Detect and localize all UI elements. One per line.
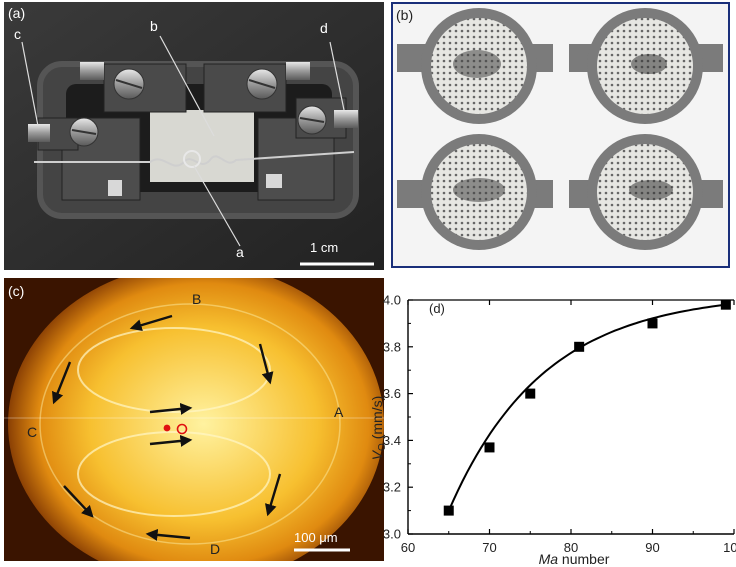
x-axis-label: Ma number (539, 551, 610, 567)
droplet-image-3 (397, 134, 553, 250)
y-axis-label: VO (mm/s) (369, 396, 388, 461)
x-tick-label: 60 (401, 540, 415, 555)
data-point (525, 388, 536, 399)
x-tick-label: 90 (645, 540, 659, 555)
scale-bar-label-a: 1 cm (310, 240, 339, 255)
marker-a: a (236, 244, 244, 260)
velocity-chart: 60 70 80 90 100 3.0 3.2 3.4 3.6 3.8 4.0 (d) Ma num… (369, 293, 736, 567)
panel-d-chart: 60 70 80 90 100 3.0 3.2 3.4 3.6 3.8 4.0 (d) Ma num… (362, 280, 736, 567)
data-point (720, 299, 731, 310)
y-tick-label: 3.2 (383, 480, 401, 495)
x-tick-label: 70 (482, 540, 496, 555)
droplet-image-2 (569, 8, 723, 124)
panel-a-photo: (a) c d b a 1 cm (4, 2, 384, 270)
point-A: A (334, 404, 344, 420)
red-ring (176, 423, 188, 435)
panel-label-a: (a) (8, 5, 26, 21)
y-tick-label: 3.6 (383, 386, 401, 401)
panel-label-b: (b) (396, 7, 414, 23)
y-tick-label: 3.8 (383, 339, 401, 354)
droplet-marker (183, 150, 201, 168)
panel-label-d: (d) (429, 301, 445, 316)
red-dot (163, 424, 171, 432)
flow-arrows (51, 314, 282, 541)
panel-c-flow: (c) B A C D 100 μm (4, 278, 384, 561)
y-tick-label: 4.0 (383, 293, 401, 308)
panel-label-c: (c) (8, 283, 25, 299)
marker-d: d (320, 20, 328, 36)
x-tick-label: 80 (564, 540, 578, 555)
data-point (647, 318, 658, 329)
point-B: B (192, 291, 202, 307)
data-point (443, 505, 454, 516)
droplet-image-1 (397, 8, 553, 124)
y-tick-label: 3.0 (383, 527, 401, 542)
marker-b: b (150, 18, 158, 34)
y-tick-label: 3.4 (383, 433, 401, 448)
droplet-images (397, 8, 723, 250)
data-point (574, 341, 585, 352)
droplet-image-4 (569, 134, 723, 250)
point-C: C (27, 424, 38, 440)
data-point (484, 442, 495, 453)
point-D: D (210, 541, 221, 557)
device-photo (4, 2, 384, 270)
marker-c: c (14, 26, 21, 42)
flow-field-image (4, 278, 384, 561)
scale-bar-label-c: 100 μm (294, 530, 338, 545)
panel-b-images: (b) (391, 2, 730, 268)
x-tick-label: 100 (723, 540, 736, 555)
fit-curve (447, 303, 726, 512)
